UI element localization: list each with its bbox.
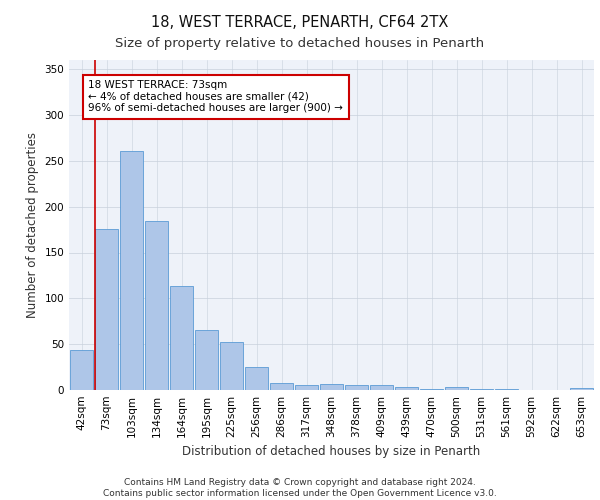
Bar — [70, 350, 93, 390]
Bar — [420, 389, 443, 390]
Bar — [220, 342, 243, 390]
Bar — [120, 151, 143, 390]
Bar — [270, 382, 293, 390]
Bar — [445, 387, 468, 390]
Bar — [470, 389, 493, 390]
Bar — [95, 228, 118, 390]
Bar — [570, 388, 593, 390]
Bar — [195, 330, 218, 390]
Bar — [170, 286, 193, 390]
Bar — [245, 367, 268, 390]
X-axis label: Distribution of detached houses by size in Penarth: Distribution of detached houses by size … — [182, 446, 481, 458]
Text: 18, WEST TERRACE, PENARTH, CF64 2TX: 18, WEST TERRACE, PENARTH, CF64 2TX — [151, 15, 449, 30]
Bar — [395, 387, 418, 390]
Bar — [345, 384, 368, 390]
Text: 18 WEST TERRACE: 73sqm
← 4% of detached houses are smaller (42)
96% of semi-deta: 18 WEST TERRACE: 73sqm ← 4% of detached … — [89, 80, 343, 114]
Text: Size of property relative to detached houses in Penarth: Size of property relative to detached ho… — [115, 38, 485, 51]
Bar — [370, 386, 393, 390]
Text: Contains HM Land Registry data © Crown copyright and database right 2024.
Contai: Contains HM Land Registry data © Crown c… — [103, 478, 497, 498]
Bar — [295, 384, 318, 390]
Bar — [320, 384, 343, 390]
Y-axis label: Number of detached properties: Number of detached properties — [26, 132, 39, 318]
Bar — [145, 222, 168, 390]
Bar — [495, 389, 518, 390]
